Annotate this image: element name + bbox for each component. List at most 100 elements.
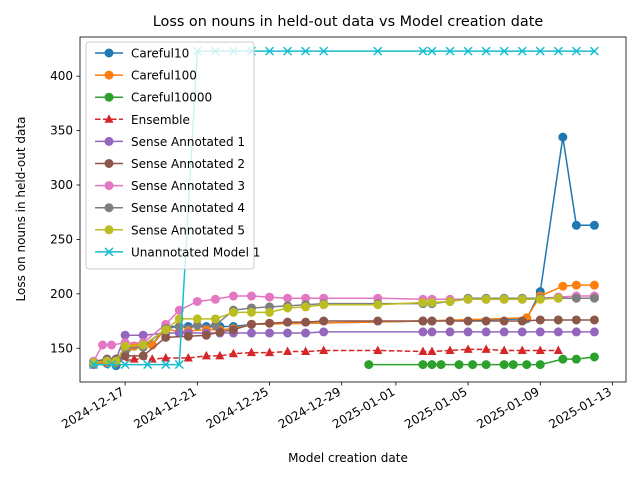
data-point	[418, 360, 428, 370]
data-point	[517, 46, 527, 56]
data-point	[553, 315, 563, 325]
data-point	[264, 46, 275, 56]
plot-area	[89, 46, 599, 371]
data-point	[558, 281, 568, 291]
data-point	[468, 360, 478, 370]
data-point	[589, 46, 599, 56]
legend-label: Careful100	[131, 69, 197, 83]
data-point	[517, 327, 527, 337]
legend-marker	[104, 48, 114, 58]
data-point-stroke-b	[301, 46, 311, 56]
data-point	[553, 345, 563, 354]
data-point	[517, 316, 527, 326]
data-point	[418, 46, 428, 56]
data-point	[481, 316, 491, 326]
data-point	[265, 292, 275, 302]
data-point	[373, 46, 383, 56]
data-point	[418, 346, 428, 356]
data-point	[481, 46, 491, 56]
data-point	[418, 316, 428, 326]
legend-label: Sense Annotated 5	[131, 223, 245, 237]
data-point	[589, 280, 599, 290]
data-point	[463, 316, 473, 326]
data-point	[120, 330, 130, 340]
data-point	[427, 316, 437, 326]
data-point	[427, 327, 437, 337]
data-point	[535, 345, 545, 354]
data-point	[147, 354, 157, 363]
data-point	[517, 345, 527, 354]
series-sense-annotated-5	[89, 293, 563, 367]
data-point	[571, 354, 581, 364]
data-point	[283, 346, 293, 356]
data-point-stroke-b	[427, 46, 437, 56]
data-point	[553, 293, 563, 303]
y-axis-title: Loss on nouns in held-out data	[14, 117, 28, 302]
data-point	[571, 280, 581, 290]
legend-marker	[104, 181, 114, 191]
data-point	[481, 360, 491, 370]
data-point	[499, 327, 509, 337]
data-point	[301, 317, 311, 327]
data-point	[571, 315, 581, 325]
data-point	[499, 345, 509, 354]
legend-item: Sense Annotated 5	[95, 223, 245, 237]
data-point	[107, 360, 117, 370]
legend-item: Sense Annotated 1	[95, 135, 245, 149]
data-point	[283, 46, 293, 56]
data-point	[215, 350, 225, 360]
data-point	[89, 360, 99, 370]
legend-marker	[104, 159, 114, 168]
legend-item: Careful10	[95, 47, 189, 61]
data-point	[283, 317, 293, 327]
data-point	[246, 328, 256, 338]
data-point-stroke-b	[517, 46, 527, 56]
data-point	[499, 294, 509, 304]
data-point	[445, 345, 455, 354]
legend-marker	[104, 114, 114, 123]
series-sense-annotated-2	[89, 315, 599, 366]
data-point	[558, 132, 568, 142]
data-point-stroke-b	[463, 46, 473, 56]
data-point	[138, 330, 148, 340]
legend-marker	[104, 70, 114, 80]
data-point-stroke-b	[107, 360, 117, 370]
data-point	[571, 327, 581, 337]
legend-marker-stroke-b	[104, 247, 114, 257]
data-point	[589, 352, 599, 362]
legend-marker	[104, 225, 114, 235]
data-point	[571, 46, 581, 56]
data-point	[364, 360, 374, 370]
data-point	[571, 293, 581, 303]
data-point	[129, 354, 139, 363]
legend-item: Sense Annotated 2	[95, 157, 245, 171]
y-tick-label: 400	[50, 69, 73, 83]
legend-label: Careful10	[131, 47, 189, 61]
data-point	[228, 325, 238, 335]
data-point-stroke-b	[418, 46, 428, 56]
data-point	[319, 316, 329, 326]
data-point	[445, 46, 455, 56]
data-point	[161, 325, 171, 335]
data-point	[445, 296, 455, 306]
data-point	[210, 294, 220, 304]
data-point	[228, 291, 238, 301]
data-point-stroke-b	[283, 46, 293, 56]
axes-frame	[79, 36, 627, 383]
data-point	[373, 345, 383, 354]
data-point-stroke-b	[89, 360, 99, 370]
y-tick-label: 350	[50, 124, 73, 138]
y-tick-label: 300	[50, 178, 73, 192]
chart-title: Loss on nouns in held-out data vs Model …	[153, 14, 544, 30]
data-point-stroke-b	[264, 46, 275, 56]
legend-label: Sense Annotated 4	[131, 201, 245, 215]
legend-label: Sense Annotated 2	[131, 157, 245, 171]
data-point	[589, 220, 599, 230]
data-point	[535, 315, 545, 325]
data-point	[373, 300, 383, 310]
data-point	[301, 346, 311, 356]
data-point	[319, 327, 329, 337]
data-point	[436, 360, 446, 370]
data-point	[143, 360, 153, 370]
